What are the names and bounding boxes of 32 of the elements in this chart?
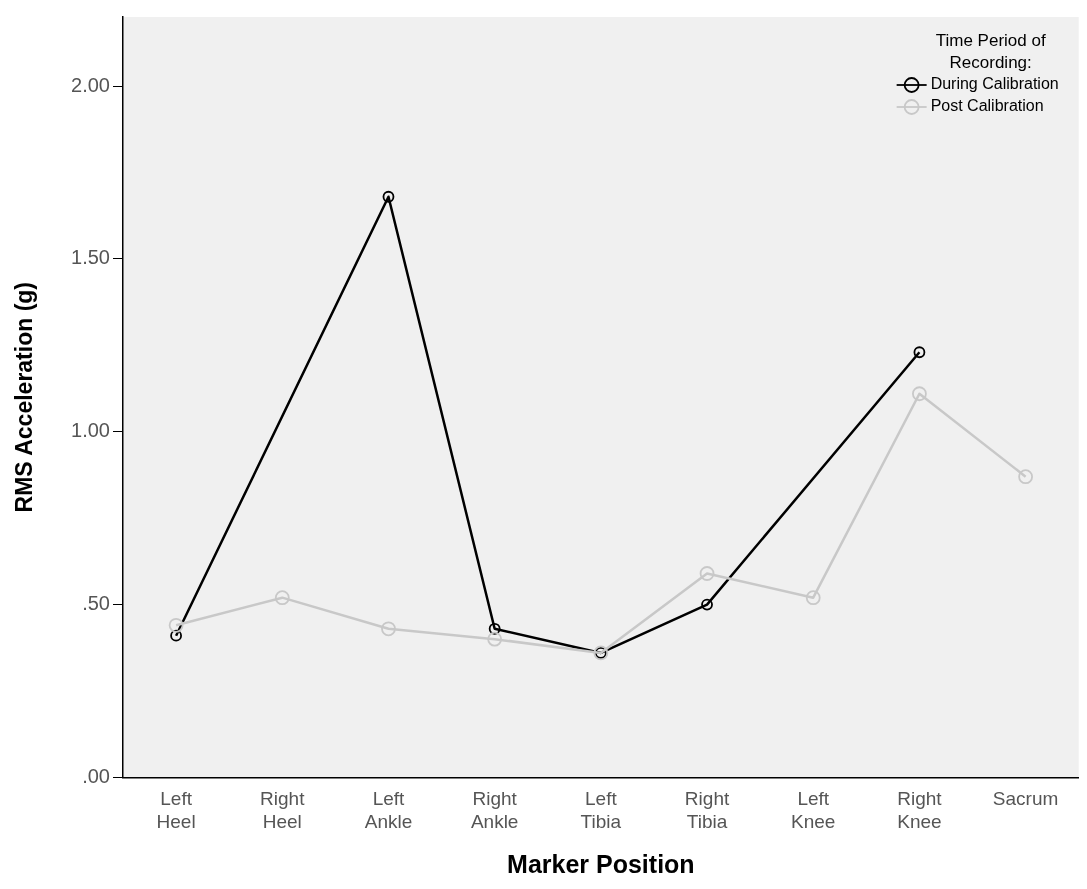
x-tick-label: Right Ankle (470, 788, 519, 832)
point (701, 598, 713, 611)
legend-label: Post Calibration (930, 97, 1044, 115)
legend-title: Time Period of Recording: (935, 30, 1046, 72)
point (170, 629, 182, 642)
point (381, 621, 396, 637)
point (168, 617, 184, 633)
x-tick-label: Sacrum (992, 788, 1059, 810)
point (487, 631, 503, 647)
point (382, 190, 395, 203)
point (274, 590, 290, 606)
y-tick-label: 1.50 (71, 246, 110, 269)
y-axis-title: RMS Acceleration (g) (11, 281, 38, 513)
point (913, 346, 926, 359)
x-tick-label: Left Tibia (580, 788, 622, 832)
y-tick-label: .00 (82, 764, 110, 787)
x-tick-label: Left Heel (156, 788, 196, 832)
y-tick-label: 1.00 (71, 419, 110, 442)
x-axis-title: Marker Position (507, 849, 695, 878)
x-tick-label: Left Knee (791, 788, 836, 832)
x-tick-label: Right Heel (260, 788, 306, 832)
y-tick-label: .50 (82, 592, 110, 615)
legend-label: During Calibration (930, 75, 1059, 93)
point (912, 386, 927, 402)
point (488, 622, 501, 635)
y-tick-label: 2.00 (71, 73, 110, 96)
x-tick-label: Left Ankle (364, 788, 413, 832)
point (699, 566, 715, 581)
x-tick-label: Right Knee (897, 788, 943, 832)
point (1018, 469, 1034, 485)
point (805, 590, 821, 606)
x-tick-label: Right Tibia (684, 788, 730, 832)
